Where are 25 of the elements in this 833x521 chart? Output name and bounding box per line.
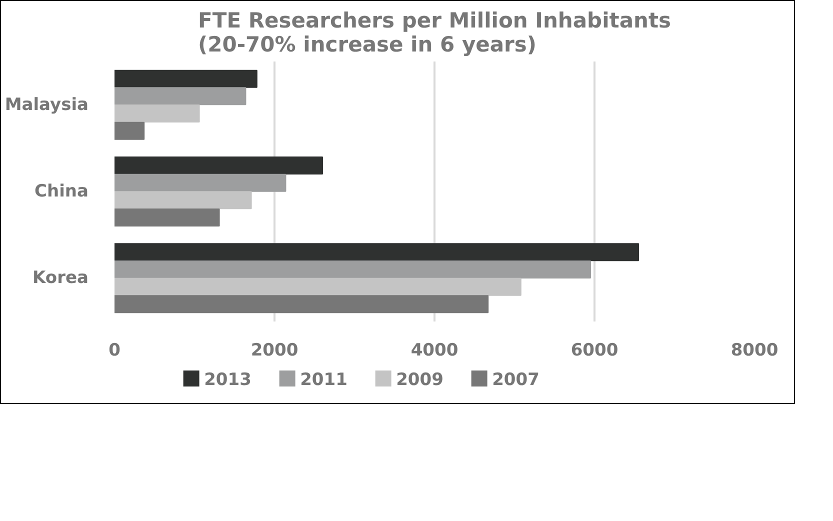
bar: [114, 174, 286, 192]
bar: [114, 156, 323, 174]
bar: [114, 87, 246, 106]
bar: [114, 104, 200, 122]
bar: [114, 278, 522, 296]
bar: [114, 122, 145, 140]
bar: [114, 208, 220, 226]
x-tick-label: 4000: [410, 340, 458, 360]
y-tick-label: Malaysia: [4, 94, 89, 115]
x-tick-label: 0: [108, 340, 121, 360]
x-tick-label: 6000: [570, 340, 618, 360]
legend-label: 2009: [396, 370, 444, 390]
bar: [114, 70, 258, 88]
bar: [114, 243, 639, 262]
x-tick-label: 2000: [250, 340, 298, 360]
x-tick-label: 8000: [730, 340, 778, 360]
legend-label: 2007: [492, 370, 540, 390]
bar: [114, 191, 252, 210]
legend-label: 2013: [204, 370, 252, 390]
bar: [114, 260, 591, 278]
chart-title: FTE Researchers per Million Inhabitants (20-70% increase in 6 years): [198, 8, 671, 56]
y-tick-label: China: [34, 182, 89, 202]
legend-label: 2011: [300, 370, 348, 390]
y-tick-label: Korea: [32, 268, 89, 288]
bar: [114, 295, 489, 314]
